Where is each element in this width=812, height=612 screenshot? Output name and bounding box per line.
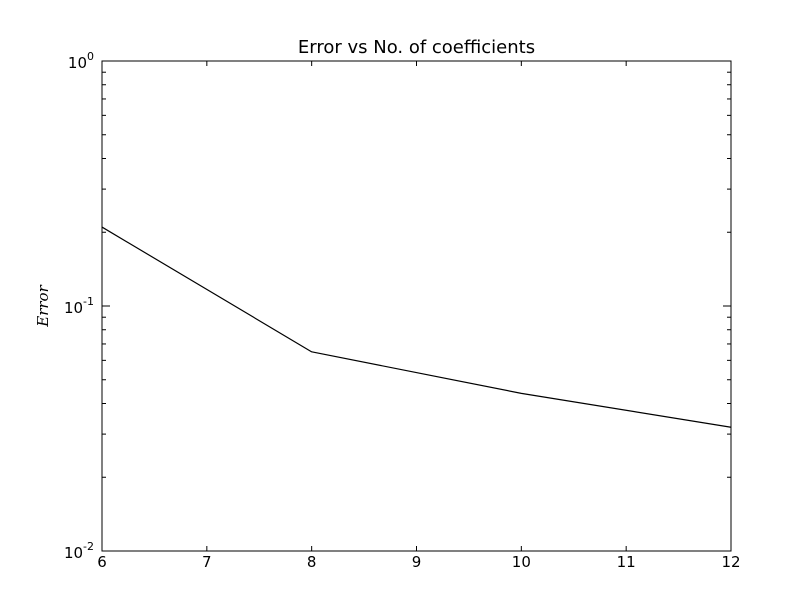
- y-tick-base-1: 10: [64, 299, 83, 317]
- x-tick-label-4: 10: [512, 553, 531, 571]
- y-axis-label: Error: [34, 284, 52, 327]
- x-tick-label-3: 9: [412, 553, 422, 571]
- y-tick-label-0: 10-2: [64, 540, 94, 562]
- y-tick-label-2: 100: [68, 50, 94, 72]
- x-tick-label-2: 8: [307, 553, 317, 571]
- x-tick-label-6: 12: [721, 553, 740, 571]
- x-tick-label-1: 7: [202, 553, 212, 571]
- chart-title: Error vs No. of coefficients: [298, 37, 535, 58]
- y-tick-base-0: 10: [64, 544, 83, 562]
- series-line-0: [101, 226, 732, 428]
- x-tick-label-0: 6: [97, 553, 107, 571]
- y-tick-exponent-1: -1: [83, 295, 94, 308]
- x-tick-label-5: 11: [617, 553, 636, 571]
- y-tick-base-2: 10: [68, 54, 87, 72]
- y-tick-label-1: 10-1: [64, 295, 94, 317]
- y-tick-exponent-2: 0: [87, 50, 94, 63]
- y-tick-exponent-0: -2: [83, 540, 94, 553]
